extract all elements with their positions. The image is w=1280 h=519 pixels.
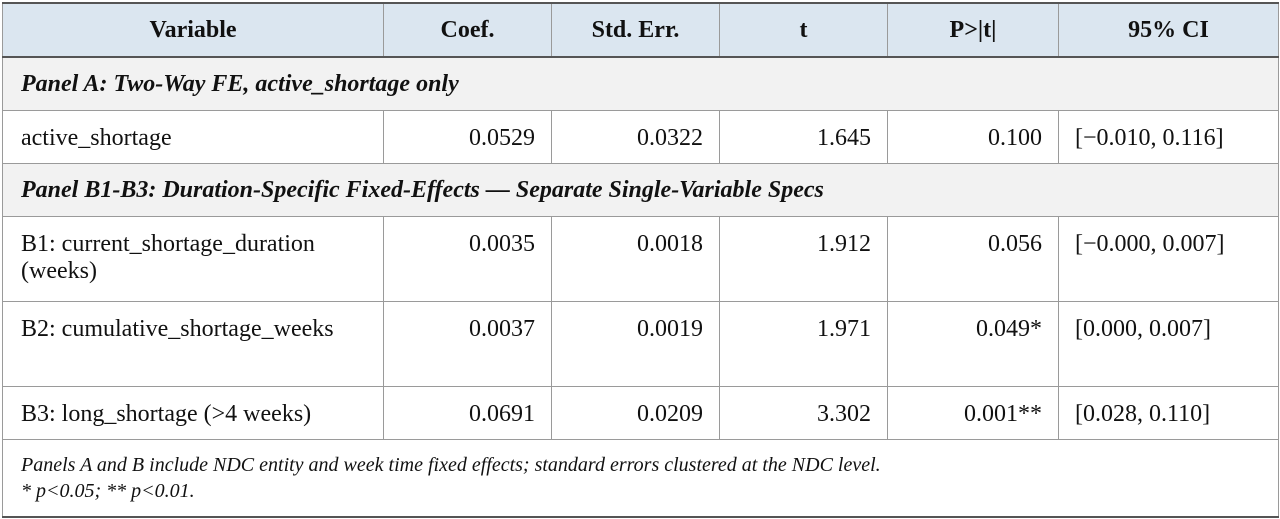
se-cell: 0.0322 (551, 110, 720, 164)
table-row: B2: cumulative_shortage_weeks 0.0037 0.0… (2, 301, 1279, 387)
panel-a-row: Panel A: Two-Way FE, active_shortage onl… (2, 56, 1279, 111)
variable-cell: active_shortage (2, 110, 384, 164)
panel-b-row: Panel B1-B3: Duration-Specific Fixed-Eff… (2, 163, 1279, 217)
ci-cell: [−0.010, 0.116] (1058, 110, 1279, 164)
coef-cell: 0.0035 (383, 216, 552, 302)
panel-a-title: Panel A: Two-Way FE, active_shortage onl… (2, 56, 1279, 111)
header-t: t (719, 2, 888, 58)
p-cell: 0.100 (887, 110, 1059, 164)
t-cell: 1.645 (719, 110, 888, 164)
header-ci: 95% CI (1058, 2, 1279, 58)
ci-cell: [−0.000, 0.007] (1058, 216, 1279, 302)
se-cell: 0.0019 (551, 301, 720, 387)
ci-cell: [0.000, 0.007] (1058, 301, 1279, 387)
coef-cell: 0.0691 (383, 386, 552, 440)
notes-row: Panels A and B include NDC entity and we… (2, 439, 1279, 518)
t-cell: 3.302 (719, 386, 888, 440)
t-cell: 1.912 (719, 216, 888, 302)
ci-cell: [0.028, 0.110] (1058, 386, 1279, 440)
variable-cell: B2: cumulative_shortage_weeks (2, 301, 384, 387)
panel-b-title: Panel B1-B3: Duration-Specific Fixed-Eff… (2, 163, 1279, 217)
coef-cell: 0.0529 (383, 110, 552, 164)
p-cell: 0.001** (887, 386, 1059, 440)
table-row: active_shortage 0.0529 0.0322 1.645 0.10… (2, 110, 1279, 164)
se-cell: 0.0018 (551, 216, 720, 302)
header-std-err: Std. Err. (551, 2, 720, 58)
table-row: B1: current_shortage_duration (weeks) 0.… (2, 216, 1279, 302)
t-cell: 1.971 (719, 301, 888, 387)
header-coef: Coef. (383, 2, 552, 58)
header-variable: Variable (2, 2, 384, 58)
p-cell: 0.049* (887, 301, 1059, 387)
note-significance: * p<0.05; ** p<0.01. (21, 480, 195, 502)
table-row: B3: long_shortage (>4 weeks) 0.0691 0.02… (2, 386, 1279, 440)
p-cell: 0.056 (887, 216, 1059, 302)
variable-cell: B1: current_shortage_duration (weeks) (2, 216, 384, 302)
se-cell: 0.0209 (551, 386, 720, 440)
header-row: Variable Coef. Std. Err. t P>|t| 95% CI (2, 2, 1279, 58)
variable-cell: B3: long_shortage (>4 weeks) (2, 386, 384, 440)
note-fixed-effects: Panels A and B include NDC entity and we… (21, 454, 881, 476)
header-p: P>|t| (887, 2, 1059, 58)
coef-cell: 0.0037 (383, 301, 552, 387)
table-notes: Panels A and B include NDC entity and we… (2, 439, 1279, 518)
